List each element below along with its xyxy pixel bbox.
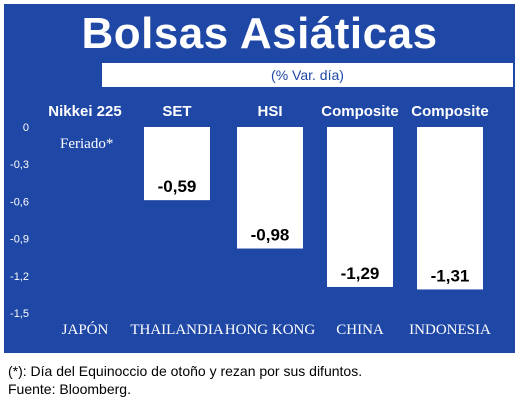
y-tick-label: 0 <box>23 122 29 134</box>
bar-chart: 0 -0,3 -0,6 -0,9 -1,2 -1,5 Nikkei 225 JAPÓN Feri… <box>10 103 491 338</box>
chart-title: Bolsas Asiáticas <box>81 9 438 58</box>
category-label: HONG KONG <box>225 322 316 338</box>
y-tick-label: -0,6 <box>10 196 29 208</box>
y-tick-label: -0,9 <box>10 234 29 246</box>
bar <box>417 127 483 290</box>
footnote-line: (*): Día del Equinoccio de otoño y rezan… <box>8 363 363 379</box>
category-label: CHINA <box>336 322 384 338</box>
category-label: JAPÓN <box>62 321 109 338</box>
y-tick-label: -1,2 <box>10 271 29 283</box>
source-line: Fuente: Bloomberg. <box>8 381 131 397</box>
y-tick-label: -0,3 <box>10 159 29 171</box>
value-label: -1,29 <box>341 264 380 283</box>
index-name-label: SET <box>162 103 191 120</box>
index-name-label: Nikkei 225 <box>48 103 121 120</box>
value-label: -0,59 <box>158 177 197 196</box>
y-tick-label: -1,5 <box>10 308 29 320</box>
footnotes: (*): Día del Equinoccio de otoño y rezan… <box>8 362 513 398</box>
bar <box>237 127 303 249</box>
category-label: INDONESIA <box>409 322 491 338</box>
subtitle-box: (% Var. día) <box>102 63 513 87</box>
bar <box>327 127 393 287</box>
chart-subtitle: (% Var. día) <box>271 67 344 83</box>
index-name-label: Composite <box>411 103 489 120</box>
category-label: THAILANDIA <box>130 322 223 338</box>
index-name-label: HSI <box>257 103 282 120</box>
chart-panel: Bolsas Asiáticas (% Var. día) 0 -0,3 -0,6 -… <box>4 4 515 353</box>
value-label: -0,98 <box>251 226 290 245</box>
index-name-label: Composite <box>321 103 399 120</box>
note-label: Feriado* <box>60 136 113 152</box>
bar <box>144 127 210 201</box>
value-label: -1,31 <box>431 266 470 285</box>
